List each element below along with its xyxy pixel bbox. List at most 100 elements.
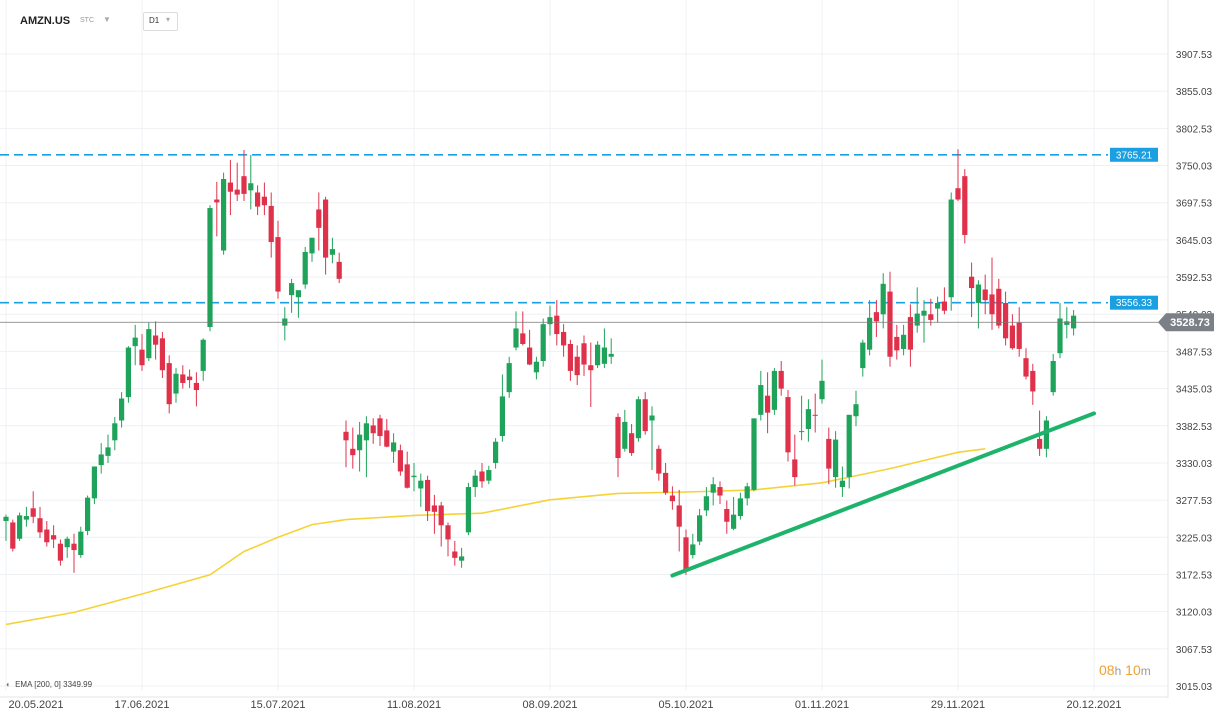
candle (737, 492, 743, 520)
trendline[interactable] (670, 411, 1096, 578)
candle-body (567, 343, 573, 371)
candle-body (499, 396, 505, 437)
candle (941, 287, 947, 315)
ema-200-line (5, 448, 986, 626)
time-axis[interactable]: 20.05.2021 17.06.2021 15.07.2021 11.08.2021… (8, 699, 1121, 711)
candle-body (581, 343, 587, 365)
candle (717, 481, 723, 505)
candle-body (64, 538, 70, 548)
candle-body (758, 385, 764, 415)
candle (44, 521, 50, 547)
candle (221, 172, 227, 255)
candle (57, 539, 63, 566)
visibility-icon[interactable]: ◐ (6, 680, 11, 689)
candle (159, 331, 165, 378)
candle-body (363, 423, 369, 441)
candle-body (697, 515, 703, 542)
symbol-name[interactable]: AMZN.US (20, 15, 71, 27)
candle-body (255, 192, 261, 207)
candle-body (608, 353, 614, 357)
candle (513, 311, 519, 351)
countdown-hours: 08 (1099, 662, 1115, 678)
candle-body (717, 487, 723, 496)
candle-body (785, 397, 791, 453)
candle-body (982, 289, 988, 301)
candle-body (343, 431, 349, 441)
candle-body (85, 497, 91, 531)
candle (316, 192, 322, 251)
candle (282, 307, 288, 341)
candle-body (792, 459, 798, 478)
candle-body (588, 365, 594, 371)
candle (758, 370, 764, 421)
candle (336, 252, 342, 284)
candle-body (853, 404, 859, 417)
candle-body (248, 183, 254, 191)
candle (384, 419, 390, 448)
candle-body (23, 516, 29, 520)
candle-body (214, 199, 220, 203)
candle-body (799, 431, 805, 433)
candle-body (391, 442, 397, 452)
candle-body (955, 188, 961, 200)
level-label-bg (1110, 147, 1158, 162)
candle-body (642, 399, 648, 432)
candle (207, 205, 213, 332)
candle-body (472, 475, 478, 488)
price-tick-label: 3907.53 (1176, 50, 1213, 61)
candle (173, 368, 179, 403)
candle (601, 328, 607, 369)
candle-body (465, 487, 471, 533)
candle (982, 274, 988, 315)
candle (935, 296, 941, 323)
candle (860, 339, 866, 377)
chart-toolbar: AMZN.US STC ▼ D1 ▾ (0, 0, 1226, 31)
candle (676, 489, 682, 552)
date-tick-label: 20.12.2021 (1066, 699, 1121, 711)
candle (261, 182, 267, 216)
date-tick-label: 15.07.2021 (250, 699, 305, 711)
candle-body (1030, 370, 1036, 392)
candle-body (227, 182, 233, 192)
candle (411, 462, 417, 492)
candle (357, 421, 363, 472)
candle (533, 356, 539, 380)
level-label: 3556.33 (1116, 298, 1153, 309)
candle-body (1057, 318, 1063, 354)
candle (112, 416, 118, 451)
timeframe-select[interactable]: D1 ▾ (143, 12, 178, 31)
candle (397, 444, 403, 476)
candle (309, 237, 315, 262)
candle-body (51, 535, 57, 540)
candle (499, 374, 505, 442)
candle (880, 273, 886, 329)
symbol-dropdown-icon[interactable]: ▼ (103, 15, 111, 24)
candle (71, 533, 77, 573)
date-tick-label: 05.10.2021 (658, 699, 713, 711)
candle (581, 335, 587, 376)
candle (527, 329, 533, 366)
candle-body (193, 382, 199, 391)
horizontal-levels[interactable]: 3765.21 3556.33 (0, 147, 1158, 310)
support-trendline (670, 411, 1096, 578)
candle-body (778, 370, 784, 389)
candle-body (880, 283, 886, 315)
candle (846, 414, 852, 489)
candle (887, 271, 893, 367)
date-tick-label: 17.06.2021 (114, 699, 169, 711)
candle-body (10, 522, 16, 549)
candle (506, 356, 512, 398)
candle-body (744, 486, 750, 499)
candle (289, 278, 295, 313)
candle-body (975, 284, 981, 303)
candle-body (873, 312, 879, 322)
indicator-legend[interactable]: ◐ EMA [200, 0] 3349.99 (6, 680, 92, 689)
candle-body (635, 399, 641, 439)
candle (656, 445, 662, 481)
candle (622, 409, 628, 452)
candle-body (1037, 438, 1043, 449)
price-axis[interactable]: 3907.53 3855.03 3802.53 3750.03 3697.53 3645.… (1158, 50, 1214, 693)
candle (329, 237, 335, 264)
candle (520, 311, 526, 346)
